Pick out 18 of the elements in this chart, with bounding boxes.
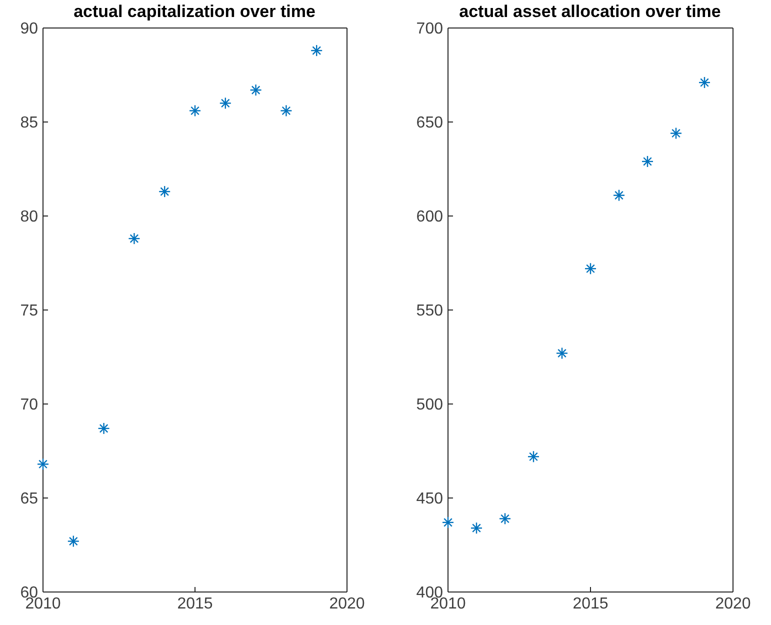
chart-title: actual asset allocation over time xyxy=(458,2,722,22)
x-tick-label: 2020 xyxy=(715,595,751,612)
x-tick-label: 2015 xyxy=(572,595,608,612)
y-tick-label: 85 xyxy=(20,114,38,132)
y-tick-label: 90 xyxy=(20,20,38,38)
chart-title: actual capitalization over time xyxy=(72,2,316,22)
y-tick-label: 650 xyxy=(416,114,444,132)
y-tick-label: 75 xyxy=(20,302,38,320)
x-tick-label: 2020 xyxy=(329,595,365,612)
y-tick-label: 600 xyxy=(416,208,444,226)
y-tick-label: 450 xyxy=(416,490,444,508)
y-tick-label: 700 xyxy=(416,20,444,38)
y-tick-label: 65 xyxy=(20,490,38,508)
y-tick-label: 550 xyxy=(416,302,444,320)
y-tick-label: 500 xyxy=(416,396,444,414)
y-tick-label: 70 xyxy=(20,396,38,414)
x-tick-label: 2015 xyxy=(177,595,213,612)
y-tick-label: 80 xyxy=(20,208,38,226)
